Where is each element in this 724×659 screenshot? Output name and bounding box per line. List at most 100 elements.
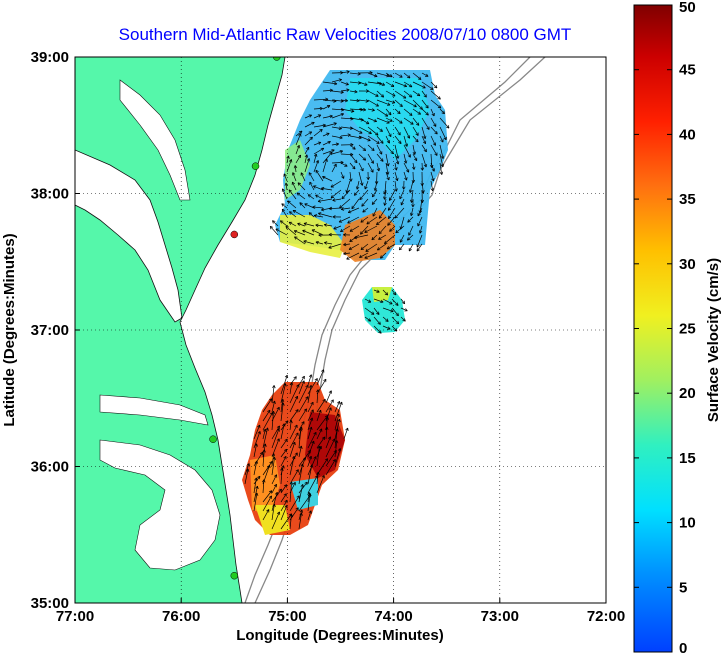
velocity-vector-head [437,107,441,109]
velocity-vector [349,153,358,164]
velocity-vector [262,495,272,512]
velocity-vector-head [298,130,303,132]
velocity-vector-head [327,105,331,109]
velocity-vector-head [285,420,289,423]
velocity-vector-head [267,427,269,431]
velocity-vector [378,234,387,240]
velocity-vector-head [304,203,307,207]
velocity-vector [430,144,438,156]
velocity-vector-head [357,73,361,76]
colorbar-tick-label: 25 [679,321,696,338]
velocity-vector [262,490,273,503]
velocity-vector-head [372,147,375,151]
velocity-vector-head [302,457,306,460]
velocity-vector [330,180,342,188]
velocity-vector [421,126,426,139]
velocity-vector-head [345,163,348,167]
velocity-vector-head [362,209,365,213]
station-markers [209,57,281,580]
velocity-vector [295,154,301,164]
velocity-vector-head [314,378,318,381]
velocity-vector-head [379,130,383,132]
velocity-vector-head [318,234,322,237]
velocity-vector [376,126,383,132]
velocity-vector-head [431,169,435,172]
velocity-vector-head [440,156,444,159]
velocity-vector-head [301,509,303,513]
velocity-vector-head [334,440,338,444]
velocity-vector-head [299,512,302,516]
velocity-vector [408,243,414,252]
velocity-vector-head [272,220,274,224]
velocity-vector-head [254,443,257,447]
velocity-vector [328,243,342,249]
velocity-vector-head [390,152,394,155]
velocity-vector [360,216,369,223]
velocity-vector [313,108,323,110]
velocity-vector [364,316,371,322]
velocity-vector [271,474,277,485]
velocity-vector-head [410,212,412,216]
colorbar-tick-label: 50 [679,0,696,16]
velocity-vector [371,234,378,241]
velocity-vector [271,504,275,521]
velocity-vector-head [352,167,356,170]
velocity-vector [298,512,302,530]
velocity-vector-head [315,241,319,245]
velocity-vector [382,325,391,330]
velocity-vector-head [310,456,313,460]
velocity-vector-head [308,172,312,175]
velocity-vector [289,211,297,218]
velocity-vector-head [384,203,387,206]
velocity-vector-head [431,86,434,90]
velocity-vector-head [317,201,322,203]
velocity-vector-head [337,428,339,432]
colorbar-tick-label: 5 [679,579,687,596]
velocity-vector [439,135,444,143]
velocity-vector [288,189,297,200]
velocity-vector [298,376,305,386]
velocity-vector [430,171,434,182]
velocity-vector-head [319,446,321,450]
velocity-vector-head [425,114,429,116]
velocity-vector [307,417,313,431]
velocity-vector [331,79,342,83]
velocity-vector-head [402,320,406,322]
velocity-vector [294,165,297,173]
velocity-vector [373,298,384,303]
velocity-vector-head [382,140,384,144]
chart-title: Southern Mid-Atlantic Raw Velocities 200… [119,25,572,44]
velocity-vector [394,90,407,99]
velocity-vector [376,81,385,86]
velocity-vector-head [443,110,445,114]
velocity-vector [384,180,387,195]
velocity-vector-head [368,138,371,141]
velocity-vector [289,456,295,476]
velocity-vector [412,108,421,115]
velocity-vector [253,486,258,503]
velocity-vector [271,428,280,449]
velocity-vector-head [407,239,411,241]
velocity-vector-head [386,113,389,117]
velocity-vector-head [328,407,332,410]
velocity-vector-head [267,409,271,412]
velocity-vector [271,453,275,467]
velocity-vector-head [292,441,296,445]
velocity-vector [361,198,369,207]
velocity-vector-head [284,182,287,186]
velocity-vector [304,122,315,128]
velocity-vector-head [276,492,279,496]
velocity-vector-head [362,159,366,161]
velocity-vector-head [353,146,356,150]
velocity-vector-head [371,201,374,205]
velocity-vector-head [293,165,296,169]
velocity-vector [289,441,296,458]
velocity-vector [339,198,351,209]
velocity-vector [367,117,377,122]
velocity-vector [382,316,389,322]
velocity-vector-head [404,83,407,87]
velocity-vector [400,298,406,304]
velocity-vector-head [318,114,322,118]
velocity-vector-head [387,171,390,175]
velocity-vector-head [263,479,266,483]
